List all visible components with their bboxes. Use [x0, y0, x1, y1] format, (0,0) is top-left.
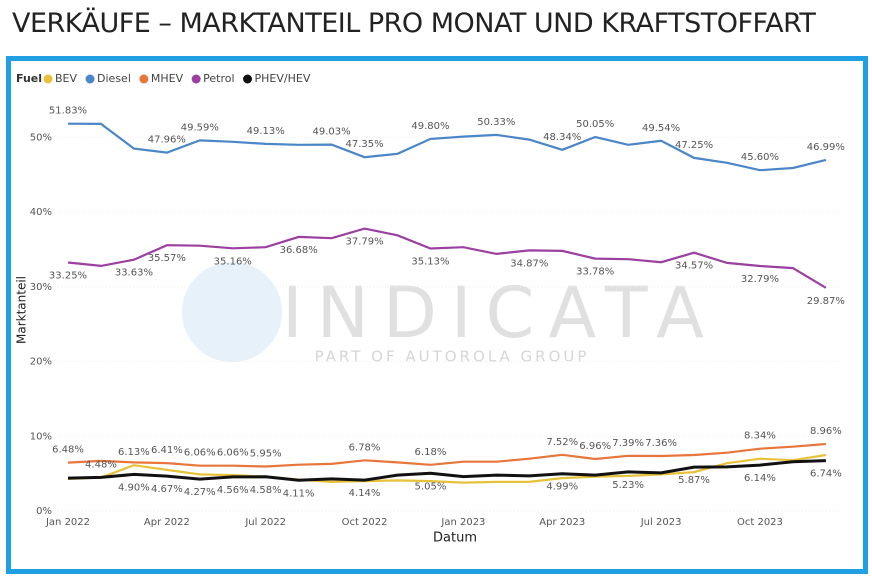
- legend-label: BEV: [55, 72, 77, 85]
- data-label: 33.78%: [576, 267, 614, 278]
- data-label: 6.13%: [118, 447, 150, 458]
- legend-title: Fuel: [16, 72, 42, 85]
- y-tick-label: 0%: [36, 506, 52, 517]
- data-label: 47.25%: [675, 140, 713, 151]
- data-label: 6.96%: [579, 441, 611, 452]
- data-label: 4.14%: [349, 488, 381, 499]
- data-label: 6.41%: [151, 445, 183, 456]
- data-label: 6.48%: [52, 445, 84, 456]
- y-tick-label: 10%: [30, 431, 52, 442]
- data-label: 8.96%: [810, 426, 842, 437]
- watermark-logo: [182, 262, 282, 362]
- data-label: 6.06%: [217, 448, 249, 459]
- data-label: 49.54%: [642, 123, 680, 134]
- data-label: 29.87%: [807, 296, 845, 307]
- data-label: 45.60%: [741, 152, 779, 163]
- data-label: 37.79%: [345, 237, 383, 248]
- x-tick-label: Jul 2022: [244, 517, 286, 528]
- data-label: 4.11%: [283, 488, 315, 499]
- y-tick-label: 20%: [30, 357, 52, 368]
- y-tick-label: 30%: [30, 282, 52, 293]
- data-label: 6.78%: [349, 442, 381, 453]
- data-label: 33.25%: [49, 271, 87, 282]
- data-label: 5.23%: [612, 480, 644, 491]
- legend-marker: [85, 74, 95, 84]
- legend-marker: [191, 74, 201, 84]
- series-line: [67, 442, 826, 468]
- watermark-subtitle: PART OF AUTOROLA GROUP: [315, 348, 590, 366]
- watermark: INDICATA: [282, 272, 718, 354]
- data-label: 35.13%: [411, 256, 449, 267]
- legend-label: Diesel: [97, 72, 131, 85]
- x-axis-title: Datum: [433, 531, 477, 546]
- data-label: 47.35%: [345, 139, 383, 150]
- series-line: [67, 459, 826, 482]
- data-label: 33.63%: [115, 268, 153, 279]
- data-label: 4.48%: [85, 460, 117, 471]
- data-label: 5.95%: [250, 449, 282, 460]
- data-label: 7.39%: [612, 438, 644, 449]
- data-label: 4.56%: [217, 485, 249, 496]
- data-label: 4.67%: [151, 484, 183, 495]
- data-label: 6.74%: [810, 469, 842, 480]
- data-label: 7.36%: [645, 438, 677, 449]
- data-label: 49.03%: [313, 127, 351, 138]
- data-label: 49.80%: [411, 121, 449, 132]
- y-axis-title: Marktanteil: [15, 276, 29, 344]
- legend-marker: [243, 74, 253, 84]
- data-label: 4.58%: [250, 485, 282, 496]
- legend-label: MHEV: [151, 72, 184, 85]
- data-label: 49.59%: [181, 122, 219, 133]
- series-line: [67, 227, 827, 289]
- data-label: 36.68%: [280, 245, 318, 256]
- x-tick-label: Apr 2022: [144, 517, 190, 528]
- data-label: 32.79%: [741, 274, 779, 285]
- chart-frame: [6, 56, 868, 574]
- x-tick-label: Oct 2022: [342, 517, 388, 528]
- legend-marker: [139, 74, 149, 84]
- legend-label: PHEV/HEV: [255, 72, 311, 85]
- data-label: 35.16%: [214, 256, 252, 267]
- x-tick-label: Jan 2022: [45, 517, 90, 528]
- legend-marker: [43, 74, 53, 84]
- data-label: 8.34%: [744, 431, 776, 442]
- x-tick-label: Apr 2023: [539, 517, 585, 528]
- data-label: 48.34%: [543, 132, 581, 143]
- data-label: 4.90%: [118, 482, 150, 493]
- data-label: 34.87%: [510, 258, 548, 269]
- data-label: 46.99%: [807, 142, 845, 153]
- series-line: [67, 122, 827, 172]
- data-label: 49.13%: [247, 126, 285, 137]
- data-label: 6.06%: [184, 448, 216, 459]
- data-label: 51.83%: [49, 106, 87, 117]
- y-tick-label: 50%: [30, 132, 52, 143]
- x-tick-label: Jul 2023: [640, 517, 682, 528]
- data-label: 50.05%: [576, 119, 614, 130]
- y-tick-label: 40%: [30, 207, 52, 218]
- data-label: 5.87%: [678, 475, 710, 486]
- data-label: 4.99%: [546, 482, 578, 493]
- data-label: 6.18%: [415, 447, 447, 458]
- data-label: 50.33%: [477, 117, 515, 128]
- page-title: VERKÄUFE – MARKTANTEIL PRO MONAT UND KRA…: [12, 8, 816, 39]
- data-label: 35.57%: [148, 253, 186, 264]
- data-label: 47.96%: [148, 135, 186, 146]
- data-label: 7.52%: [546, 437, 578, 448]
- data-label: 5.05%: [415, 481, 447, 492]
- data-label: 4.27%: [184, 487, 216, 498]
- data-label: 34.57%: [675, 261, 713, 272]
- series-line: [67, 453, 827, 484]
- data-label: 6.14%: [744, 473, 776, 484]
- x-tick-label: Oct 2023: [737, 517, 783, 528]
- legend-label: Petrol: [203, 72, 234, 85]
- x-tick-label: Jan 2023: [440, 517, 485, 528]
